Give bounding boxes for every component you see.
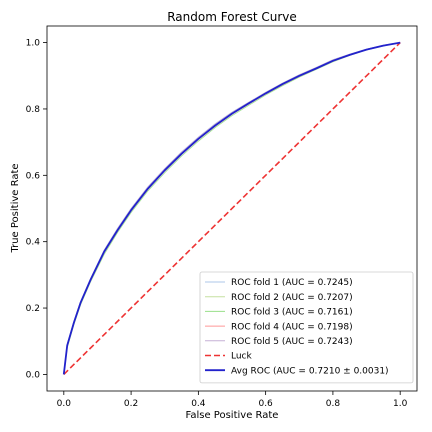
y-tick-label: 0.8 xyxy=(26,105,41,115)
legend-box xyxy=(199,271,414,384)
chart-title: Random Forest Curve xyxy=(167,10,297,24)
y-tick-label: 0.0 xyxy=(26,370,41,380)
legend-label: ROC fold 1 (AUC = 0.7245) xyxy=(231,278,353,288)
legend-label: ROC fold 3 (AUC = 0.7161) xyxy=(231,308,353,318)
x-tick-label: 0.6 xyxy=(258,399,273,409)
legend: ROC fold 1 (AUC = 0.7245) ROC fold 2 (AUC… xyxy=(199,271,414,384)
x-tick-label: 0.4 xyxy=(191,399,206,409)
legend-label: ROC fold 5 (AUC = 0.7243) xyxy=(231,337,353,347)
x-tick-label: 0.8 xyxy=(326,399,341,409)
y-tick-label: 0.4 xyxy=(26,238,41,248)
plot-frame xyxy=(46,25,418,392)
series-line-7 xyxy=(62,41,401,375)
legend-label: ROC fold 2 (AUC = 0.7207) xyxy=(231,293,353,303)
series-lines xyxy=(62,41,401,375)
x-tick-label: 1.0 xyxy=(393,399,408,409)
x-axis-label: False Positive Rate xyxy=(186,410,279,421)
y-tick-label: 0.2 xyxy=(26,304,40,314)
series-line-6 xyxy=(63,42,401,375)
legend-label: Luck xyxy=(231,352,253,362)
legend-label: ROC fold 4 (AUC = 0.7198) xyxy=(231,322,353,332)
x-tick-label: 0.0 xyxy=(57,399,72,409)
y-tick-label: 0.6 xyxy=(26,171,41,181)
axis-ticks: 0.0 0.2 0.4 0.6 0.8 1.0 0.0 0.2 0.4 0.6 0.8 1.0 xyxy=(26,39,408,409)
x-tick-label: 0.2 xyxy=(124,399,138,409)
legend-label: Avg ROC (AUC = 0.7210 ± 0.0031) xyxy=(231,366,389,376)
y-axis-label: True Positive Rate xyxy=(10,163,21,253)
y-tick-label: 1.0 xyxy=(26,39,41,49)
